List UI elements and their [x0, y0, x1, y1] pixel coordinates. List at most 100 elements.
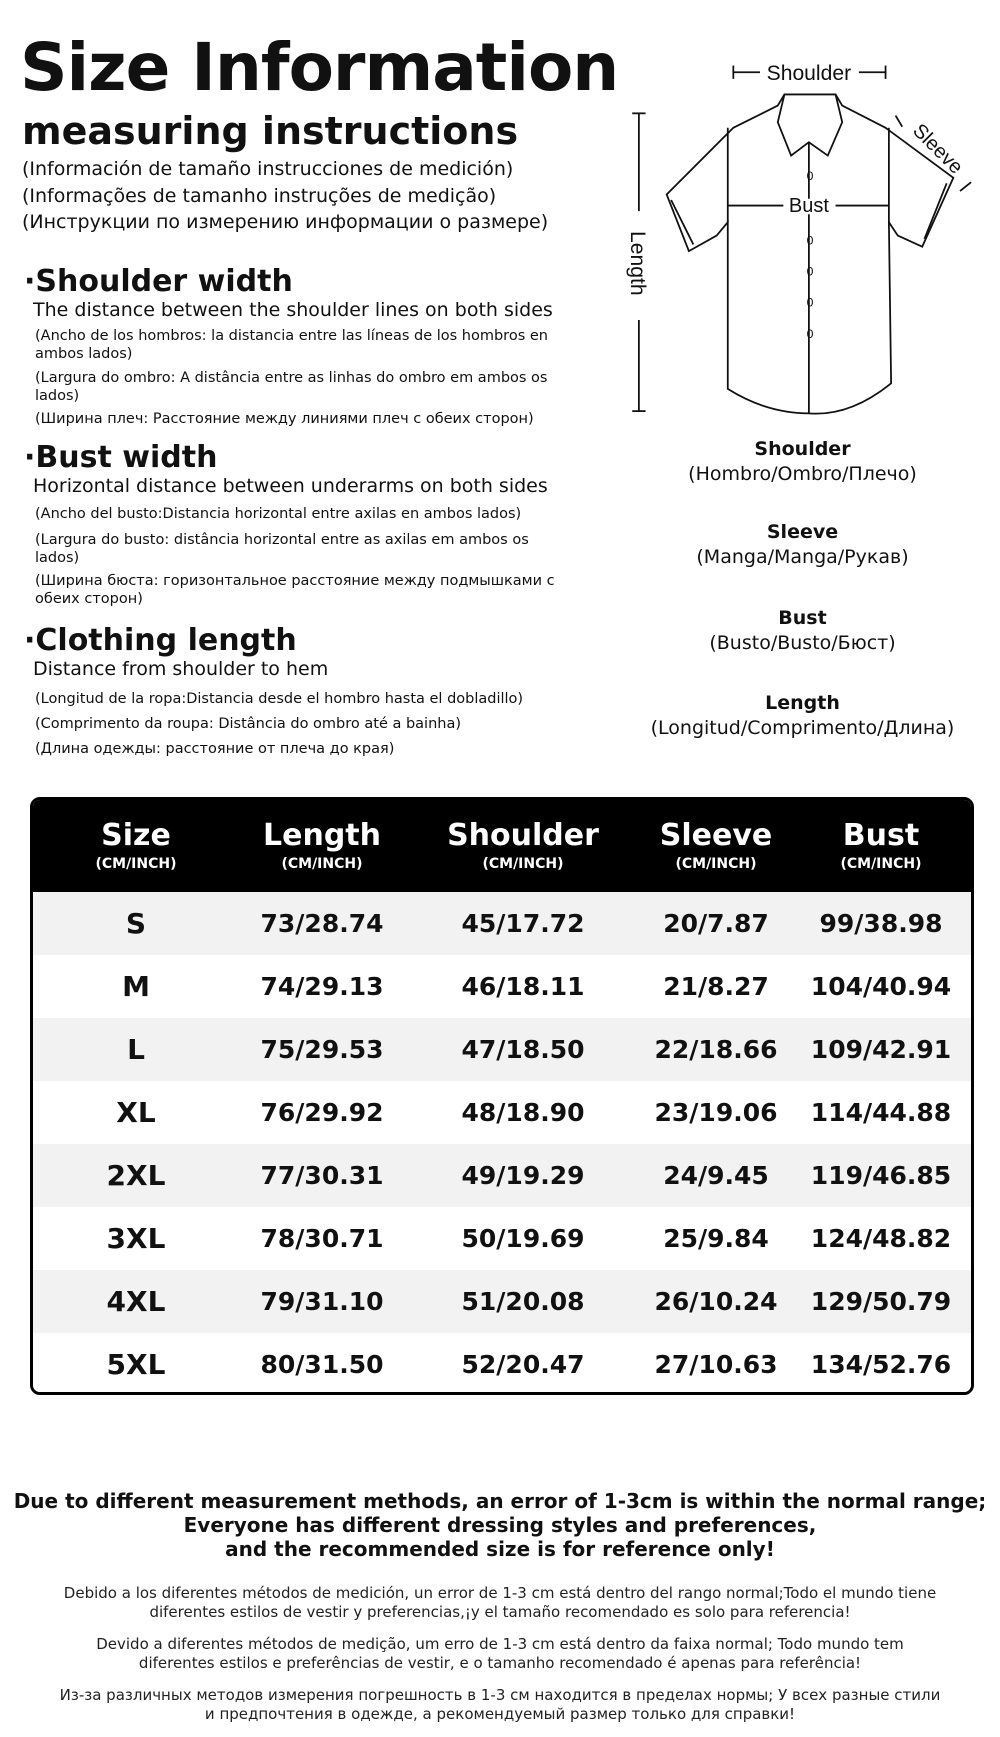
column-header-bust: Bust (CM/INCH): [791, 800, 971, 892]
column-header-sleeve: Sleeve (CM/INCH): [641, 800, 791, 892]
column-unit: (CM/INCH): [482, 856, 564, 872]
measurement-cell: 75/29.53: [260, 1035, 384, 1064]
notice-translation-es-2: diferentes estilos de vestir y preferenc…: [149, 1603, 851, 1621]
column-label: Length: [263, 818, 381, 853]
measurement-cell: 79/31.10: [260, 1287, 384, 1316]
clothing-length-translation-pt: (Comprimento da roupa: Distância do ombr…: [35, 716, 462, 732]
measurement-cell: 45/17.72: [461, 909, 585, 938]
measurement-cell: 50/19.69: [461, 1224, 585, 1253]
measurement-cell: 74/29.13: [260, 972, 384, 1001]
shoulder-width-description: The distance between the shoulder lines …: [33, 299, 553, 321]
measurement-cell: 109/42.91: [810, 1035, 952, 1064]
shoulder-width-translation-pt: (Largura do ombro: A distância entre as …: [35, 370, 548, 404]
measurement-cell: 46/18.11: [461, 972, 585, 1001]
notice-line-3: and the recommended size is for referenc…: [225, 1537, 775, 1561]
size-table: Size (CM/INCH) Length (CM/INCH) Shoulder (CM/…: [30, 797, 974, 1395]
measurement-cell: 80/31.50: [260, 1350, 384, 1379]
measurement-cell: 76/29.92: [260, 1098, 384, 1127]
column-header-size: Size (CM/INCH): [33, 800, 239, 892]
size-cell: 5XL: [106, 1348, 166, 1381]
measurement-cell: 49/19.29: [461, 1161, 585, 1190]
table-row: 2XL 77/30.31 49/19.29 24/9.45 119/46.85: [33, 1144, 971, 1207]
measurement-cell: 52/20.47: [461, 1350, 585, 1379]
column-unit: (CM/INCH): [840, 856, 922, 872]
svg-text:0: 0: [807, 169, 814, 183]
size-cell: M: [122, 970, 150, 1003]
size-cell: 4XL: [106, 1285, 166, 1318]
size-cell: 3XL: [106, 1222, 166, 1255]
legend-translation: (Hombro/Ombro/Плечо): [688, 463, 917, 485]
column-unit: (CM/INCH): [281, 856, 363, 872]
measurement-cell: 22/18.66: [654, 1035, 778, 1064]
column-label: Shoulder: [447, 818, 599, 853]
measurement-cell: 99/38.98: [819, 909, 943, 938]
table-row: S 73/28.74 45/17.72 20/7.87 99/38.98: [33, 892, 971, 955]
subtitle-translation-pt: (Informações de tamanho instruções de me…: [22, 185, 497, 207]
column-label: Size: [101, 818, 171, 853]
size-cell: XL: [116, 1096, 156, 1129]
svg-text:0: 0: [807, 233, 814, 247]
column-unit: (CM/INCH): [675, 856, 757, 872]
measurement-cell: 104/40.94: [810, 972, 952, 1001]
legend-sleeve: Sleeve (Manga/Manga/Рукав): [620, 520, 985, 570]
table-row: 3XL 78/30.71 50/19.69 25/9.84 124/48.82: [33, 1207, 971, 1270]
column-header-length: Length (CM/INCH): [239, 800, 405, 892]
measurement-cell: 134/52.76: [810, 1350, 952, 1379]
subtitle-translation-ru: (Инструкции по измерению информации о ра…: [22, 211, 549, 233]
measurement-cell: 48/18.90: [461, 1098, 585, 1127]
notice-translation-es-1: Debido a los diferentes métodos de medic…: [63, 1584, 937, 1602]
measurement-cell: 23/19.06: [654, 1098, 778, 1127]
column-label: Sleeve: [659, 818, 773, 853]
measurement-cell: 77/30.31: [260, 1161, 384, 1190]
measurement-cell: 21/8.27: [663, 972, 769, 1001]
measurement-cell: 20/7.87: [663, 909, 769, 938]
shirt-measurement-diagram: Shoulder Length Bust 0 0 0 0 0 Sleeve: [626, 62, 972, 415]
notice-line-1: Due to different measurement methods, an…: [13, 1489, 987, 1513]
measurement-cell: 26/10.24: [654, 1287, 778, 1316]
legend-length: Length (Longitud/Comprimento/Длина): [620, 691, 985, 741]
svg-text:0: 0: [807, 327, 814, 341]
measurement-cell: 51/20.08: [461, 1287, 585, 1316]
measurement-cell: 24/9.45: [663, 1161, 769, 1190]
shoulder-width-heading: ·Shoulder width: [24, 264, 293, 299]
notice-translation-ru-2: и предпочтения в одежде, а рекомендуемый…: [204, 1705, 796, 1723]
measurement-cell: 25/9.84: [663, 1224, 769, 1253]
clothing-length-translation-es: (Longitud de la ropa:Distancia desde el …: [35, 691, 524, 707]
measurement-cell: 27/10.63: [654, 1350, 778, 1379]
svg-text:0: 0: [807, 265, 814, 279]
legend-term: Shoulder: [754, 438, 851, 460]
table-row: M 74/29.13 46/18.11 21/8.27 104/40.94: [33, 955, 971, 1018]
length-measure-line: [632, 112, 646, 413]
measurement-cell: 124/48.82: [810, 1224, 952, 1253]
measurement-cell: 73/28.74: [260, 909, 384, 938]
notice-translation-ru-1: Из-за различных методов измерения погреш…: [59, 1686, 941, 1704]
notice-translation-pt-2: diferentes estilos e preferências de ves…: [138, 1654, 862, 1672]
svg-text:0: 0: [807, 296, 814, 310]
clothing-length-heading: ·Clothing length: [24, 623, 297, 658]
legend-translation: (Busto/Busto/Бюст): [709, 632, 896, 654]
table-body: S 73/28.74 45/17.72 20/7.87 99/38.98 M 74/29.1…: [33, 892, 971, 1392]
shoulder-diagram-label: Shoulder: [767, 62, 852, 85]
shirt-outline-icon: [665, 93, 955, 415]
page-title: Size Information: [20, 29, 619, 106]
table-row: 4XL 79/31.10 51/20.08 26/10.24 129/50.79: [33, 1270, 971, 1333]
bust-width-translation-pt: (Largura do busto: distância horizontal …: [35, 532, 529, 566]
clothing-length-description: Distance from shoulder to hem: [33, 658, 329, 680]
legend-term: Bust: [778, 607, 827, 629]
bust-width-translation-ru: (Ширина бюста: горизонтальное расстояние…: [35, 573, 555, 607]
measurement-cell: 119/46.85: [810, 1161, 952, 1190]
table-header: Size (CM/INCH) Length (CM/INCH) Shoulder (CM/…: [33, 800, 971, 892]
page-subtitle: measuring instructions: [22, 109, 519, 153]
shirt-buttons-icon: 0 0 0 0 0: [807, 169, 814, 341]
measurement-cell: 47/18.50: [461, 1035, 585, 1064]
sleeve-measure-line: [894, 115, 972, 192]
size-cell: S: [125, 907, 147, 940]
notice-translation-pt-1: Devido a diferentes métodos de medição, …: [96, 1635, 904, 1653]
legend-shoulder: Shoulder (Hombro/Ombro/Плечо): [620, 437, 985, 487]
legend-term: Length: [765, 692, 840, 714]
size-cell: L: [127, 1033, 145, 1066]
bust-diagram-label: Bust: [789, 195, 829, 217]
size-cell: 2XL: [106, 1159, 166, 1192]
legend-translation: (Longitud/Comprimento/Длина): [650, 717, 955, 739]
shoulder-width-translation-es: (Ancho de los hombros: la distancia entr…: [35, 328, 548, 362]
